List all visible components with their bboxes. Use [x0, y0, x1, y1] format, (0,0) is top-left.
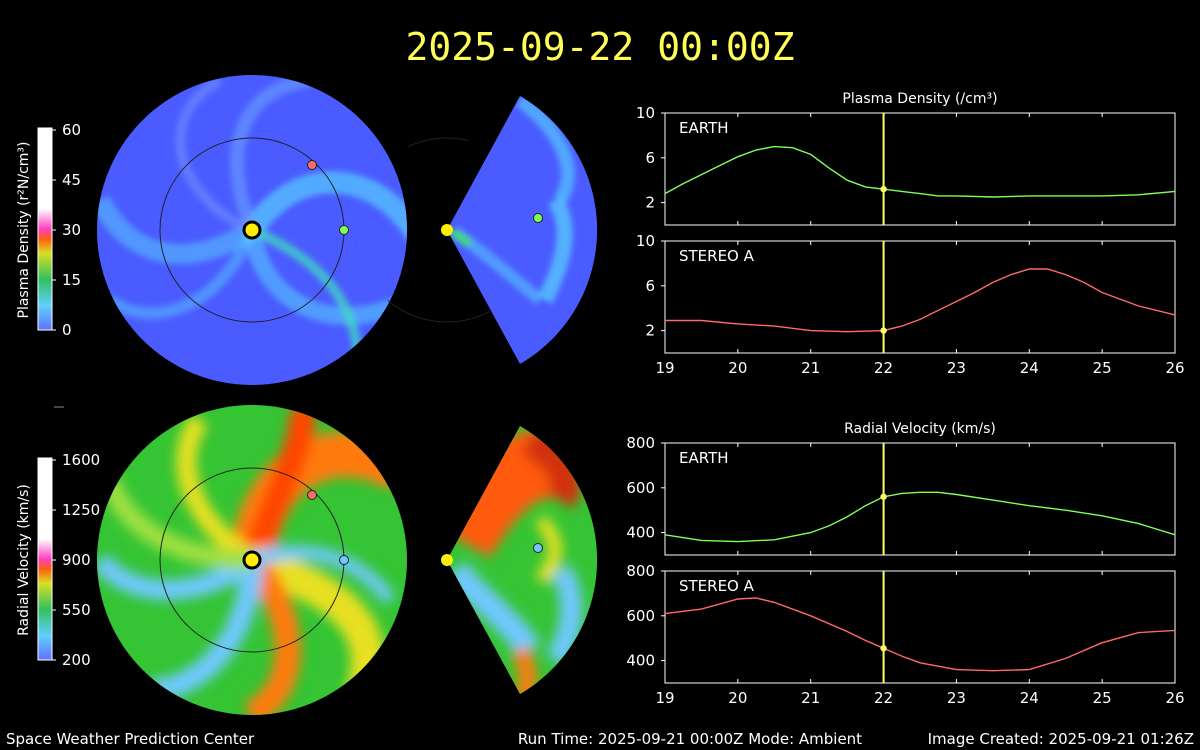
density-colorbar-tick-label: 30: [62, 221, 81, 239]
y-tick-label: 400: [626, 524, 655, 542]
x-tick-label: 23: [947, 689, 966, 707]
x-tick-label: 21: [801, 359, 820, 377]
x-tick-label: 19: [655, 359, 674, 377]
sun-marker-wedge: [441, 224, 453, 236]
footer-organization: Space Weather Prediction Center: [6, 730, 255, 748]
density-panel-stereo-a: STEREO A 10 6 2: [636, 232, 1176, 354]
panel-frame: [664, 442, 1176, 556]
velocity-wedge-plot: [441, 426, 598, 694]
density-colorbar: Plasma Density (r²N/cm³) 60 45 30 15 0: [16, 121, 81, 339]
sun-marker-velocity-wedge: [441, 554, 453, 566]
x-tick-label: 25: [1093, 689, 1112, 707]
y-tick-label: 2: [645, 194, 655, 212]
panel-label: STEREO A: [679, 577, 755, 595]
density-colorbar-tick-label: 0: [62, 321, 72, 339]
velocity-disk-plot: [97, 405, 407, 715]
x-tick-label: 24: [1020, 689, 1039, 707]
y-tick-label: 10: [636, 104, 655, 122]
y-tick-label: 400: [626, 652, 655, 670]
panel-frame: [664, 570, 1176, 684]
density-panel-earth: EARTH 10 6 2: [636, 104, 1176, 226]
velocity-panel-stereo-a: STEREO A 800 600 400: [626, 562, 1176, 684]
series-line-earth: [664, 491, 1176, 543]
x-tick-label: 23: [947, 359, 966, 377]
density-colorbar-tick-label: 45: [62, 171, 81, 189]
earth-marker-velocity: [339, 555, 349, 565]
y-tick-label: 800: [626, 434, 655, 452]
series-line-stereo-a: [664, 597, 1176, 672]
earth-marker-velocity-wedge: [533, 543, 543, 553]
y-tick-label: 600: [626, 607, 655, 625]
velocity-colorbar-tick-label: 1250: [62, 501, 100, 519]
x-tick-label: 26: [1165, 689, 1184, 707]
x-tick-label: 20: [728, 689, 747, 707]
y-tick-label: 800: [626, 562, 655, 580]
density-disk-plot: [97, 75, 407, 385]
y-tick-label: 2: [645, 322, 655, 340]
velocity-panel-earth: EARTH 800 600 400: [626, 434, 1176, 556]
footer-run-time: Run Time: 2025-09-21 00:00Z Mode: Ambien…: [518, 730, 862, 748]
density-colorbar-label: Plasma Density (r²N/cm³): [16, 142, 32, 319]
velocity-colorbar-tick-label: 900: [62, 551, 91, 569]
sun-marker: [242, 220, 262, 240]
velocity-colorbar-label: Radial Velocity (km/s): [16, 484, 32, 636]
panel-frame: [664, 112, 1176, 226]
earth-marker: [339, 225, 349, 235]
sun-marker-velocity: [242, 550, 262, 570]
panel-label: EARTH: [679, 449, 729, 467]
y-tick-label: 6: [645, 277, 655, 295]
y-tick-label: 10: [636, 232, 655, 250]
velocity-colorbar-tick-label: 550: [62, 601, 91, 619]
density-colorbar-tick-label: 15: [62, 271, 81, 289]
earth-marker-wedge: [533, 213, 543, 223]
panel-frame: [664, 240, 1176, 354]
density-wedge-plot: [356, 96, 598, 364]
density-chart-title: Plasma Density (/cm³): [842, 91, 997, 107]
x-tick-label: 25: [1093, 359, 1112, 377]
velocity-colorbar-tick-label: 200: [62, 651, 91, 669]
y-tick-label: 600: [626, 479, 655, 497]
footer-image-created: Image Created: 2025-09-21 01:26Z: [928, 730, 1194, 748]
x-tick-label: 19: [655, 689, 674, 707]
stereo-a-marker: [307, 160, 317, 170]
density-colorbar-tick-label: 60: [62, 121, 81, 139]
velocity-colorbar-tick-label: 1600: [62, 451, 100, 469]
forecast-datetime: 2025-09-22 00:00Z: [406, 25, 795, 69]
panel-label: STEREO A: [679, 247, 755, 265]
x-tick-label: 22: [874, 359, 893, 377]
y-tick-label: 6: [645, 149, 655, 167]
x-tick-label: 26: [1165, 359, 1184, 377]
density-wedge-background: [447, 96, 598, 364]
x-tick-label: 21: [801, 689, 820, 707]
x-tick-label: 24: [1020, 359, 1039, 377]
stereo-a-marker-velocity: [307, 490, 317, 500]
timeseries-panels: EARTH 10 6 2 STEREO A 10 6 2 19 20 21 22 23 24 25 26 EAR…: [626, 104, 1184, 707]
x-tick-label: 22: [874, 689, 893, 707]
panel-label: EARTH: [679, 119, 729, 137]
series-line-stereo-a: [665, 268, 1176, 333]
x-tick-label: 20: [728, 359, 747, 377]
velocity-colorbar: Radial Velocity (km/s) 1600 1250 900 550 200: [16, 451, 100, 669]
velocity-chart-title: Radial Velocity (km/s): [844, 421, 996, 437]
series-line-earth: [664, 145, 1176, 198]
